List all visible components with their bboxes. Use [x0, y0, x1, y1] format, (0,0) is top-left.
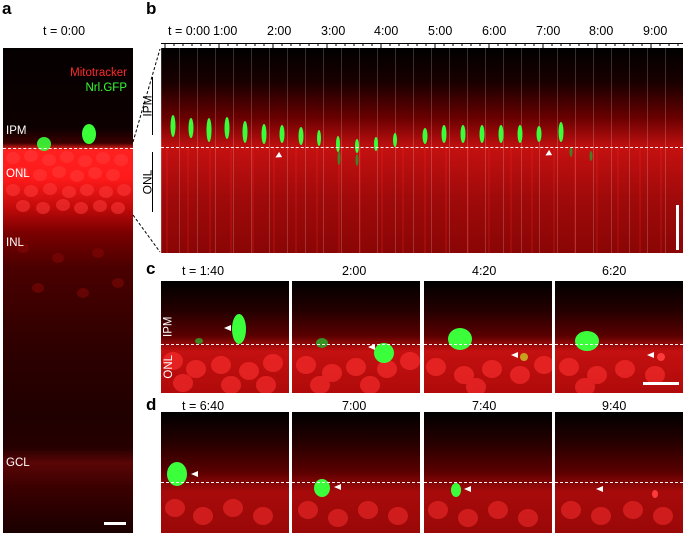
panel-c-frame-4-gfp-cell — [575, 331, 599, 351]
panel-d-time-1: t = 6:40 — [182, 399, 225, 413]
panel-a-time-label: t = 0:00 — [43, 24, 86, 38]
panel-d-frame-4-boundary — [555, 482, 683, 483]
panel-d-frame-3-boundary — [424, 482, 552, 483]
panel-d-time-3: 7:40 — [472, 399, 497, 413]
panel-b-axis-line — [161, 43, 683, 44]
panel-d-frame-3-cells — [428, 483, 538, 527]
panel-b-tick-7: 7:00 — [536, 24, 561, 38]
panel-c-frame-3 — [424, 281, 552, 393]
panel-b-ipm-boundary — [161, 147, 683, 148]
panel-c-frame-4 — [555, 281, 683, 393]
panel-b-tick-6: 6:00 — [482, 24, 507, 38]
panel-b-label-ipm: IPM — [140, 95, 155, 117]
panel-a-scale-bar — [104, 522, 126, 525]
panel-b-tick-8: 8:00 — [589, 24, 614, 38]
panel-b-axis-ticks — [164, 43, 679, 48]
panel-a-label-onl: ONL — [6, 168, 30, 180]
panel-c-frame-1-cells — [163, 314, 283, 393]
panel-a-gfp-cell-1 — [37, 137, 51, 151]
panel-a-label-gcl: GCL — [6, 457, 30, 469]
panel-d-time-4: 9:40 — [602, 399, 627, 413]
panel-c-label-onl: ONL — [163, 354, 176, 379]
panel-d-frame-3-arrowhead — [464, 486, 471, 492]
panel-c-frame-2 — [292, 281, 420, 393]
panel-b-tick-9: 9:00 — [643, 24, 668, 38]
panel-d-frame-1-arrowhead — [191, 471, 198, 477]
panel-d-frame-3 — [424, 412, 552, 533]
panel-c-frame-2-boundary — [292, 344, 420, 345]
panel-c-time-3: 4:20 — [472, 264, 497, 278]
zoom-connector — [132, 48, 161, 253]
panel-a-label-ipm: IPM — [6, 125, 27, 137]
panel-c-frame-4-boundary — [555, 344, 683, 345]
panel-c-frame-2-cells — [296, 338, 420, 393]
panel-a-letter: a — [2, 0, 12, 18]
panel-b-tick-5: 5:00 — [428, 24, 453, 38]
panel-c-label-ipm: IPM — [162, 316, 175, 337]
panel-d-frame-4-arrowhead — [596, 486, 603, 492]
panel-d-frame-2-gfp-cell — [314, 479, 330, 497]
panel-b-tick-3: 3:00 — [321, 24, 346, 38]
panel-c-scale-bar — [643, 382, 679, 385]
panel-b-onl-bracket — [152, 152, 153, 212]
panel-c-time-4: 6:20 — [602, 264, 627, 278]
panel-d-frame-3-gfp-cell — [451, 483, 461, 497]
panel-d-frame-1 — [161, 412, 289, 533]
panel-c-time-2: 2:00 — [342, 264, 367, 278]
panel-b-streaks — [166, 115, 662, 253]
panel-d-letter: d — [146, 395, 157, 414]
panel-b-letter: b — [146, 0, 157, 18]
panel-d-frame-1-gfp-cell — [167, 462, 187, 486]
panel-a-nuclei-texture — [6, 124, 131, 298]
panel-d-frame-2-cells — [298, 479, 408, 527]
panel-c-frame-1: IPM ONL — [161, 281, 289, 393]
panel-c-frame-2-gfp-cell — [374, 343, 394, 363]
panel-b-kymograph — [161, 48, 683, 253]
panel-c-frame-4-cells — [559, 331, 665, 393]
panel-d-frame-4-cells — [561, 490, 673, 525]
panel-b-ipm-bracket — [152, 77, 153, 135]
panel-c-letter: c — [146, 259, 156, 278]
panel-c-time-1: t = 1:40 — [182, 264, 225, 278]
panel-b-tick-1: 1:00 — [213, 24, 238, 38]
panel-b-tick-2: 2:00 — [267, 24, 292, 38]
panel-c-frame-3-boundary — [424, 344, 552, 345]
panel-c-frame-1-gfp-cell — [232, 314, 246, 344]
panel-c-frame-3-gfp-cell — [448, 328, 472, 350]
panel-c-frame-3-arrowhead — [511, 352, 518, 358]
panel-d-frame-4 — [555, 412, 683, 533]
panel-a-label-inl: INL — [6, 237, 24, 249]
panel-a-micrograph: Mitotracker Nrl.GFP IPM ONL INL GCL — [3, 48, 133, 533]
panel-a-gfp-cell-2 — [82, 124, 96, 144]
panel-b-tick-4: 4:00 — [374, 24, 399, 38]
panel-c-frame-4-arrowhead — [647, 352, 654, 358]
panel-c-frame-1-arrowhead — [224, 325, 231, 331]
panel-d-frame-2-arrowhead — [334, 484, 341, 490]
panel-d-frame-1-boundary — [161, 482, 289, 483]
panel-c-frame-1-boundary — [161, 344, 289, 345]
panel-d-frame-2 — [292, 412, 420, 533]
panel-c-frame-2-arrowhead — [368, 344, 375, 350]
panel-b-scale-bar — [676, 205, 679, 250]
panel-b-label-onl: ONL — [140, 169, 155, 195]
panel-c-frame-3-cells — [426, 328, 552, 393]
panel-a-ipm-boundary — [3, 148, 133, 149]
panel-b-time-axis: t = 0:00 1:00 2:00 3:00 4:00 5:00 6:00 7… — [161, 21, 683, 51]
panel-d-frame-2-boundary — [292, 482, 420, 483]
panel-a-legend-nrl: Nrl.GFP — [85, 82, 127, 94]
panel-d-time-2: 7:00 — [342, 399, 367, 413]
panel-d-frame-1-cells — [165, 462, 273, 525]
panel-b-tick-0: t = 0:00 — [168, 24, 211, 38]
panel-a-legend-mitotracker: Mitotracker — [70, 67, 127, 79]
